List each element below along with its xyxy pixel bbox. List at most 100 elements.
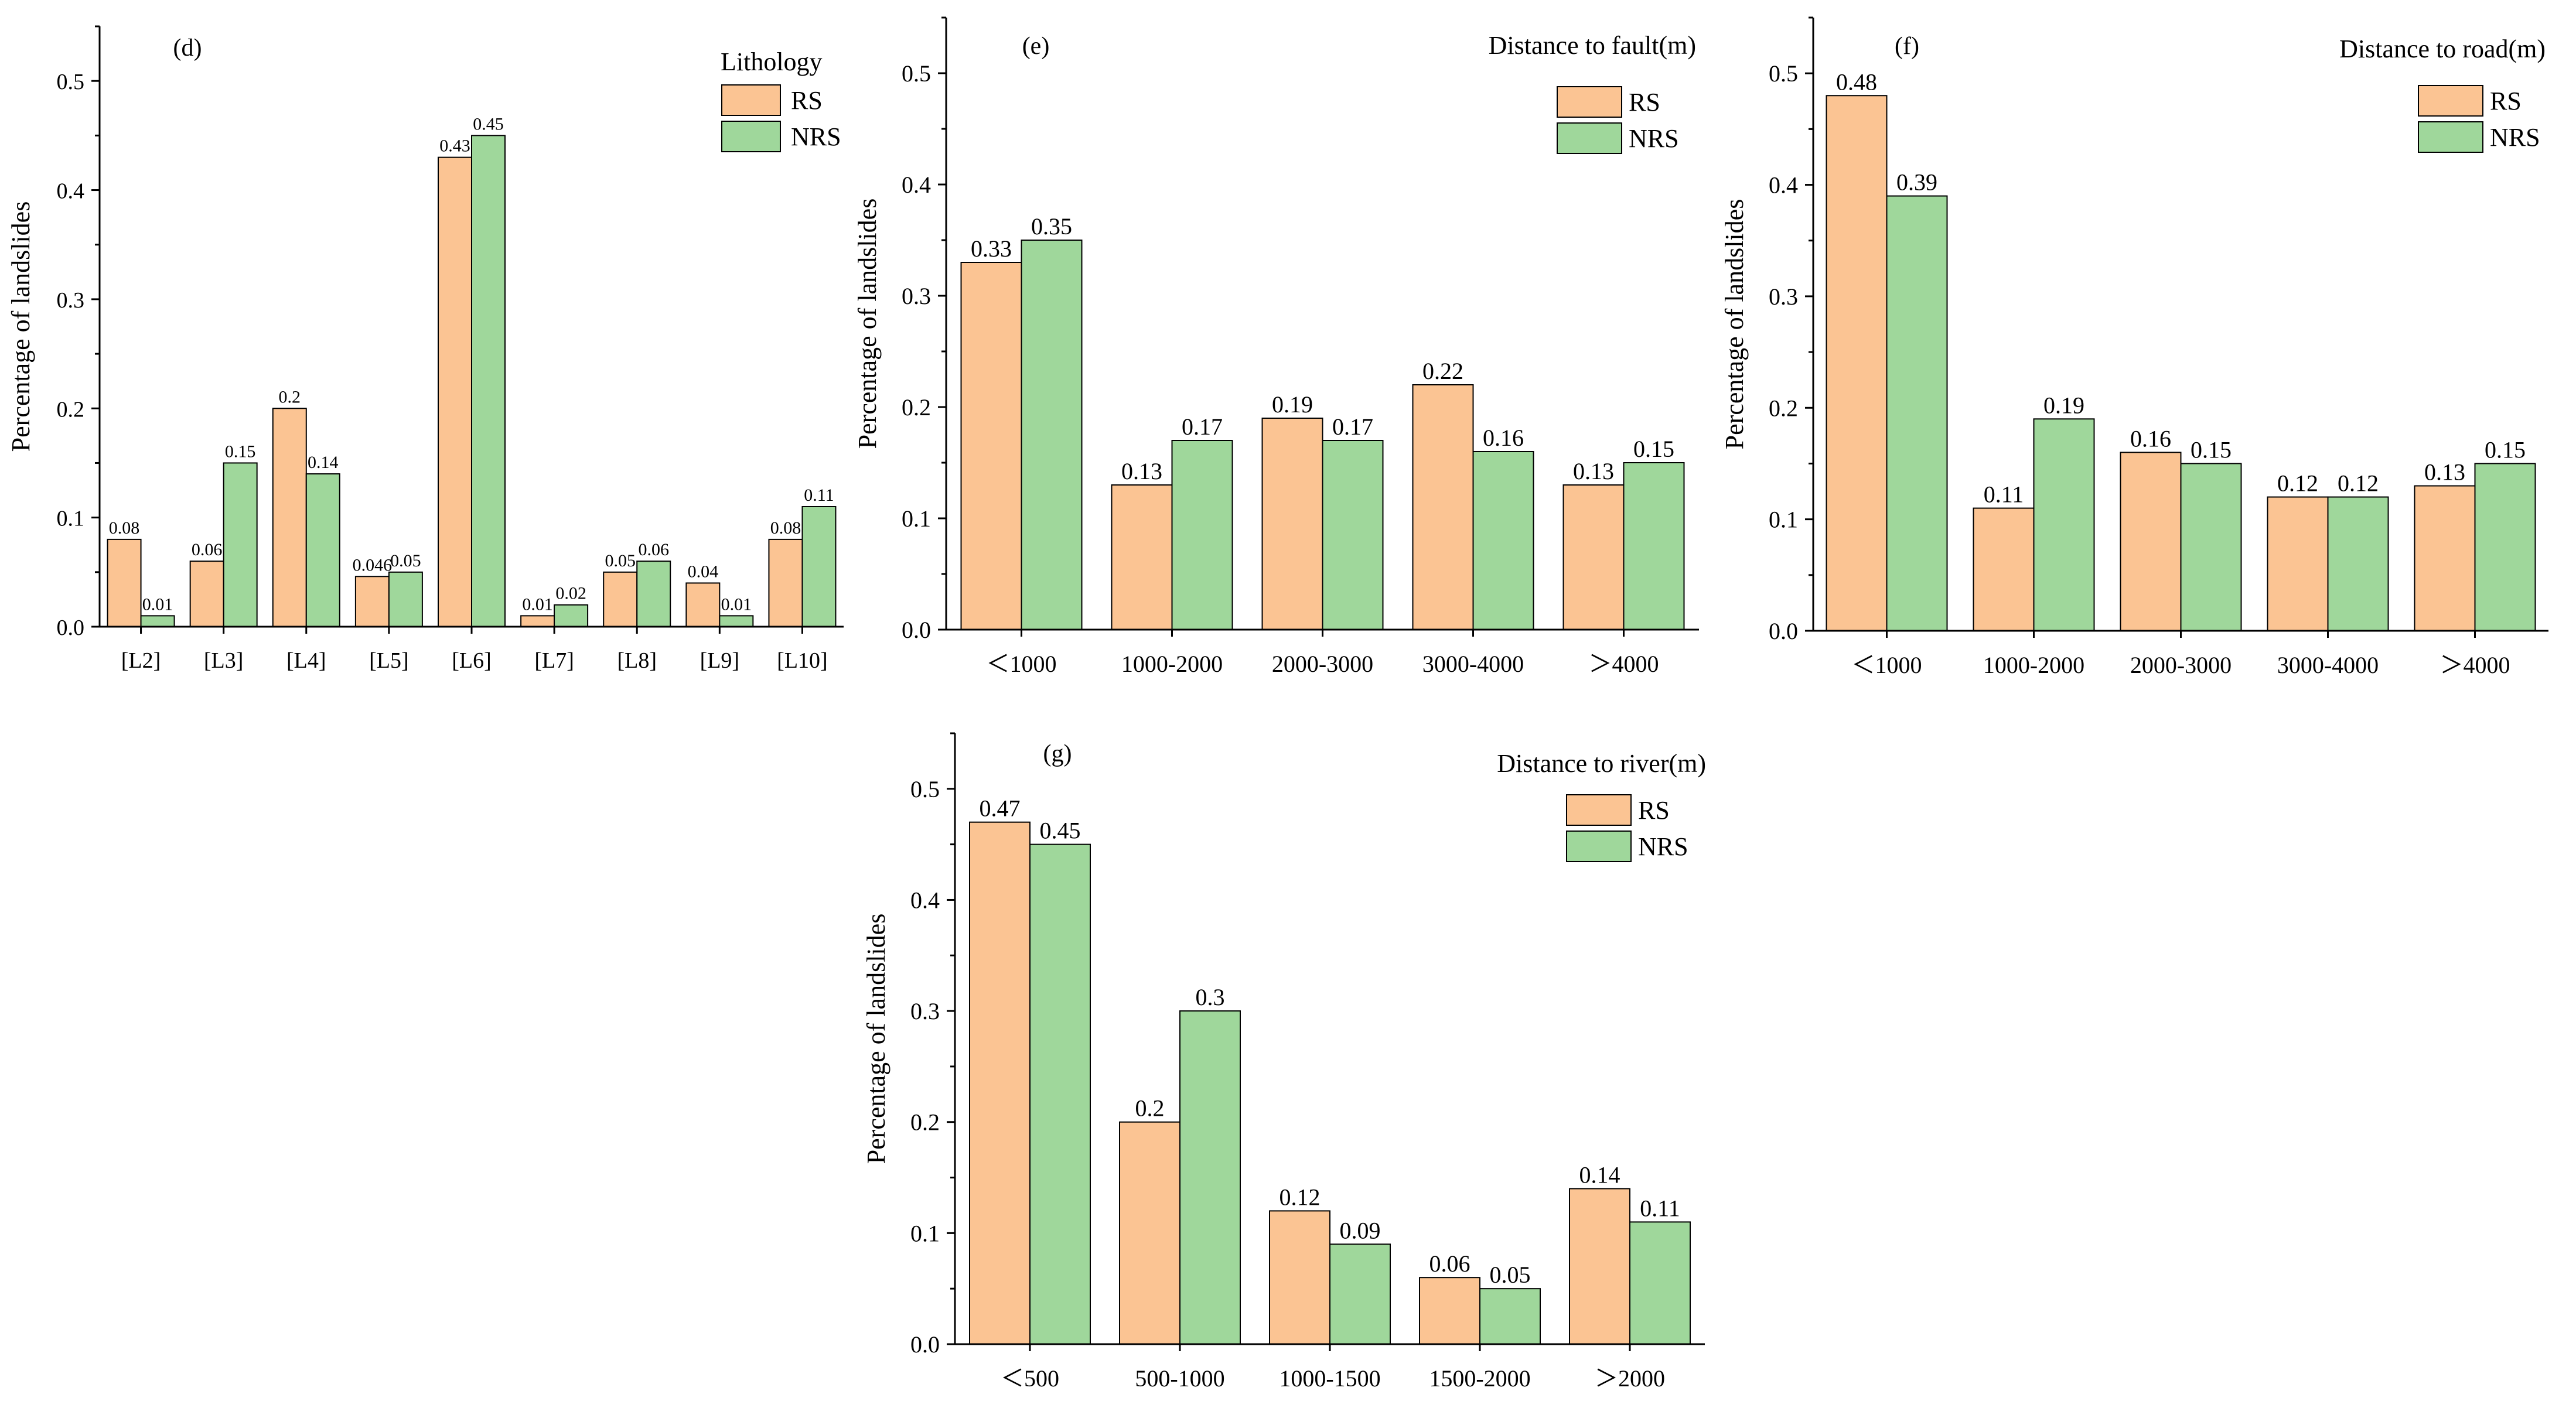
y-tick-label: 0.0 — [910, 1331, 940, 1358]
value-label: 0.17 — [1182, 413, 1223, 440]
y-tick-label: 0.0 — [1769, 618, 1798, 644]
value-label: 0.12 — [1280, 1184, 1321, 1210]
x-tick-label: [L10] — [777, 648, 828, 673]
x-tick-label: [L3] — [204, 648, 244, 673]
x-tick-label: [L2] — [121, 648, 161, 673]
legend-title: Distance to road(m) — [2339, 35, 2546, 63]
legend-swatch-rs — [721, 84, 781, 116]
legend-label-nrs: NRS — [791, 122, 841, 151]
bar-f-nrs-4 — [2474, 463, 2536, 631]
bar-g-rs-2 — [1269, 1210, 1330, 1345]
bar-g-rs-3 — [1419, 1277, 1480, 1345]
value-label: 0.05 — [1490, 1262, 1531, 1288]
x-tick-label: ＞4000 — [2440, 652, 2510, 678]
bar-g-nrs-4 — [1629, 1221, 1691, 1345]
value-label: 0.11 — [1984, 481, 2024, 508]
chart-panel-e: 0.33 0.35 ＜1000 0.13 0.17 1000-2000 0.19 0.17 20… — [853, 16, 1699, 677]
value-label: 0.15 — [2191, 436, 2232, 463]
y-tick-label: 0.1 — [1769, 507, 1798, 533]
value-label: 0.06 — [1429, 1250, 1470, 1277]
bar-d-rs-7 — [685, 582, 721, 627]
value-label: 0.15 — [2485, 436, 2526, 463]
value-label: 0.14 — [308, 453, 339, 472]
chart-panel-f: 0.48 0.39 ＜1000 0.11 0.19 1000-2000 0.16 0.15 20… — [1720, 16, 2548, 678]
bar-e-nrs-3 — [1472, 451, 1534, 630]
panel-tag: (d) — [173, 35, 202, 61]
legend-label-rs: RS — [1638, 796, 1670, 825]
x-tick-label: ＞4000 — [1589, 651, 1659, 677]
panel-tag: (e) — [1022, 33, 1050, 60]
y-tick-label: 0.1 — [910, 1220, 940, 1246]
bar-d-nrs-7 — [719, 615, 754, 628]
value-label: 0.11 — [1640, 1195, 1680, 1221]
legend-label-rs: RS — [2490, 87, 2522, 115]
x-tick-label: 2000-3000 — [1272, 651, 1373, 677]
value-label: 0.12 — [2338, 470, 2379, 497]
y-axis-label: Percentage of landslides — [862, 914, 890, 1164]
legend-label-rs: RS — [791, 86, 823, 115]
x-tick-label: 2000-3000 — [2130, 652, 2232, 678]
y-tick-label: 0.4 — [57, 179, 85, 204]
value-label: 0.15 — [1633, 436, 1674, 462]
value-label: 0.13 — [1573, 458, 1614, 484]
bar-d-rs-2 — [272, 408, 307, 627]
bar-e-rs-2 — [1261, 418, 1323, 630]
value-label: 0.39 — [1896, 169, 1937, 196]
bar-f-nrs-1 — [2033, 418, 2095, 631]
value-label: 0.13 — [1121, 458, 1162, 484]
bar-d-nrs-2 — [305, 473, 340, 627]
value-label: 0.05 — [390, 551, 421, 570]
legend: Distance to river(m) RS NRS — [1497, 749, 1706, 862]
value-label: 0.17 — [1332, 413, 1373, 440]
bar-d-nrs-6 — [636, 561, 671, 628]
y-tick-label: 0.4 — [910, 887, 940, 913]
x-tick-label: 1000-1500 — [1279, 1365, 1380, 1392]
bar-f-rs-2 — [2120, 452, 2182, 631]
legend-label-rs: RS — [1629, 88, 1660, 117]
value-label: 0.35 — [1031, 213, 1072, 240]
y-tick-label: 0.4 — [902, 172, 931, 198]
bar-d-nrs-1 — [223, 462, 258, 627]
legend-swatch-nrs — [721, 121, 781, 152]
bar-d-nrs-4 — [471, 135, 506, 627]
y-tick-label: 0.3 — [910, 998, 940, 1024]
legend-swatch-rs — [2418, 85, 2483, 117]
bar-e-rs-3 — [1412, 384, 1474, 630]
x-tick-label: 3000-4000 — [2277, 652, 2379, 678]
bar-f-rs-4 — [2414, 485, 2476, 632]
y-tick-label: 0.1 — [902, 505, 931, 532]
legend: Distance to road(m) RS NRS — [2339, 35, 2546, 153]
bar-g-nrs-3 — [1479, 1288, 1541, 1345]
value-label: 0.12 — [2277, 470, 2318, 497]
value-label: 0.16 — [1483, 425, 1524, 451]
value-label: 0.046 — [353, 555, 393, 575]
bar-d-rs-6 — [603, 571, 638, 627]
bar-d-rs-4 — [438, 156, 472, 627]
bar-g-nrs-2 — [1329, 1243, 1391, 1345]
legend-swatch-rs — [1557, 86, 1622, 118]
value-label: 0.2 — [1135, 1095, 1165, 1122]
bar-d-rs-0 — [107, 538, 142, 628]
y-tick-label: 0.2 — [57, 397, 85, 422]
value-label: 0.2 — [279, 387, 301, 406]
value-label: 0.09 — [1340, 1217, 1381, 1243]
legend-title: Distance to fault(m) — [1489, 31, 1696, 60]
y-tick-label: 0.5 — [910, 776, 940, 802]
legend-title: Lithology — [721, 47, 823, 76]
y-tick-label: 0.1 — [57, 507, 85, 531]
y-tick-label: 0.3 — [902, 283, 931, 309]
x-tick-label: ＜1000 — [1852, 652, 1922, 678]
x-tick-label: [L6] — [452, 648, 492, 673]
x-tick-label: 1500-2000 — [1429, 1365, 1530, 1392]
value-label: 0.02 — [555, 584, 586, 603]
y-axis-label: Percentage of landslides — [853, 199, 882, 449]
bar-f-nrs-3 — [2327, 496, 2389, 632]
value-label: 0.01 — [721, 594, 752, 614]
bar-f-rs-1 — [1973, 507, 2035, 631]
legend: Distance to fault(m) RS NRS — [1489, 31, 1696, 154]
bar-e-rs-4 — [1562, 484, 1625, 630]
y-tick-label: 0.5 — [1769, 60, 1798, 87]
bar-g-nrs-1 — [1179, 1010, 1241, 1345]
legend-label-nrs: NRS — [2490, 123, 2540, 152]
